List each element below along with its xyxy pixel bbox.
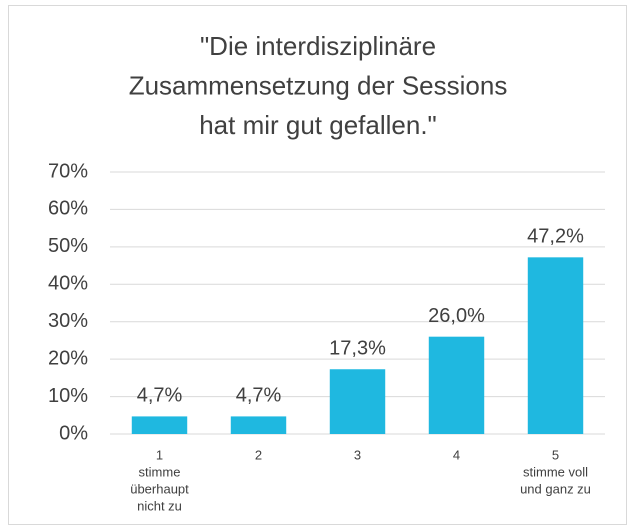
x-tick-label: überhaupt: [130, 481, 189, 496]
y-tick-label: 20%: [48, 347, 88, 369]
y-tick-label: 60%: [48, 198, 88, 220]
chart-title: hat mir gut gefallen.": [199, 110, 437, 140]
x-tick-label: nicht zu: [137, 498, 182, 513]
x-tick-label: 5: [552, 447, 559, 462]
y-tick-label: 0%: [59, 422, 88, 444]
y-tick-label: 10%: [48, 385, 88, 407]
bar: [527, 257, 584, 434]
data-label: 4,7%: [236, 385, 282, 407]
x-tick-label: und ganz zu: [520, 481, 591, 496]
chart-border: [8, 5, 627, 525]
bar: [329, 369, 386, 434]
x-tick-label: 1: [156, 447, 163, 462]
y-tick-label: 40%: [48, 273, 88, 295]
bar: [131, 416, 188, 434]
data-label: 47,2%: [527, 226, 584, 248]
chart-title: "Die interdisziplinäre: [200, 31, 436, 61]
x-tick-label: 2: [255, 447, 262, 462]
data-label: 17,3%: [329, 338, 386, 360]
x-tick-label: 4: [453, 447, 460, 462]
data-label: 26,0%: [428, 305, 485, 327]
data-label: 4,7%: [137, 385, 183, 407]
y-tick-label: 30%: [48, 310, 88, 332]
x-tick-label: stimme: [139, 464, 181, 479]
chart-title: Zusammensetzung der Sessions: [129, 70, 508, 100]
bar: [230, 416, 287, 434]
bar: [428, 336, 485, 434]
y-tick-label: 70%: [48, 160, 88, 182]
x-tick-label: 3: [354, 447, 361, 462]
x-tick-label: stimme voll: [523, 464, 588, 479]
y-tick-label: 50%: [48, 235, 88, 257]
